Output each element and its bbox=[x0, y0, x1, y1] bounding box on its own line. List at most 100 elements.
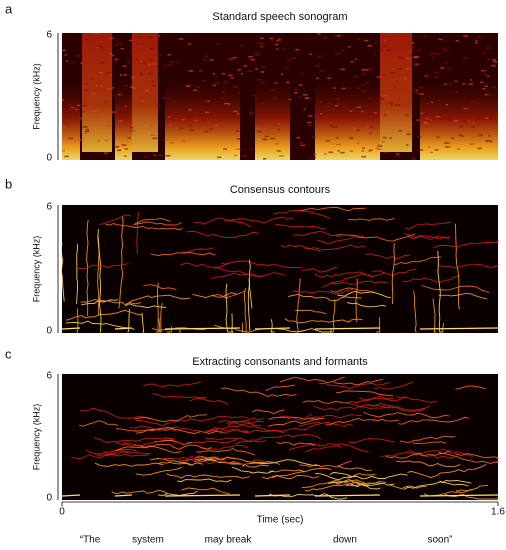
speckle bbox=[376, 148, 382, 150]
contour bbox=[272, 467, 332, 479]
contour bbox=[94, 462, 164, 467]
speckle bbox=[215, 81, 221, 84]
speckle bbox=[375, 102, 378, 104]
speckle bbox=[302, 94, 308, 96]
contour bbox=[315, 472, 357, 481]
speckle bbox=[425, 131, 430, 133]
pitch-contour bbox=[164, 494, 241, 497]
speckle bbox=[295, 48, 300, 51]
contour bbox=[432, 298, 437, 333]
contour bbox=[284, 318, 363, 324]
speckle bbox=[340, 68, 346, 71]
speckle bbox=[76, 54, 81, 57]
speckle bbox=[106, 72, 112, 74]
speckle bbox=[167, 64, 173, 66]
contour bbox=[421, 285, 490, 293]
speckle bbox=[416, 119, 420, 121]
speckle bbox=[123, 85, 128, 87]
speckle bbox=[469, 143, 475, 145]
speckle bbox=[127, 137, 131, 139]
contour bbox=[295, 309, 327, 315]
speckle bbox=[383, 39, 386, 42]
speckle bbox=[131, 76, 136, 79]
speckle bbox=[286, 81, 290, 84]
speckle bbox=[209, 59, 214, 61]
speckle bbox=[230, 77, 234, 79]
contour bbox=[192, 292, 238, 298]
speckle bbox=[140, 62, 146, 65]
speckle bbox=[235, 130, 239, 133]
speckle bbox=[470, 101, 476, 104]
speckle bbox=[333, 87, 336, 89]
speckle bbox=[357, 38, 362, 41]
contour bbox=[393, 256, 441, 266]
speckle bbox=[361, 150, 364, 152]
contour bbox=[438, 451, 499, 464]
speckle bbox=[82, 105, 87, 107]
speckle bbox=[74, 108, 78, 111]
contour bbox=[348, 218, 395, 221]
speckle bbox=[369, 136, 374, 138]
contour bbox=[231, 466, 274, 474]
speckle bbox=[147, 63, 152, 66]
speckle bbox=[418, 149, 424, 151]
speckle bbox=[81, 110, 85, 113]
speckle bbox=[242, 155, 248, 157]
speckle bbox=[84, 130, 89, 133]
speckle bbox=[114, 44, 118, 46]
contour bbox=[268, 422, 331, 432]
speckle bbox=[155, 79, 161, 81]
contour bbox=[97, 229, 102, 333]
speckle bbox=[172, 110, 176, 113]
pitch-contour bbox=[114, 327, 133, 330]
speckle bbox=[416, 64, 419, 67]
spectrogram-bg bbox=[62, 205, 498, 333]
speckle bbox=[353, 76, 359, 78]
speckle bbox=[336, 137, 339, 139]
pitch-contour bbox=[164, 327, 241, 330]
speckle bbox=[356, 129, 360, 131]
speckle bbox=[454, 91, 460, 93]
speckle bbox=[109, 52, 112, 55]
speckle bbox=[325, 139, 330, 142]
contour bbox=[211, 272, 286, 280]
contour bbox=[76, 308, 79, 333]
speckle bbox=[188, 125, 193, 127]
speckle bbox=[212, 73, 215, 75]
contour bbox=[363, 412, 450, 418]
speckle bbox=[382, 136, 387, 139]
speckle bbox=[413, 63, 418, 65]
contour bbox=[80, 299, 141, 306]
speckle bbox=[415, 89, 418, 92]
y-tick-label: 0 bbox=[46, 493, 52, 504]
speckle bbox=[411, 158, 416, 161]
speckle bbox=[188, 43, 191, 45]
speckle bbox=[323, 153, 327, 155]
speckle bbox=[201, 119, 206, 122]
contour bbox=[275, 223, 326, 230]
contour bbox=[60, 243, 65, 302]
speckle bbox=[181, 140, 186, 142]
speckle bbox=[442, 50, 446, 53]
speckle bbox=[398, 56, 403, 59]
contour bbox=[301, 267, 338, 273]
contour bbox=[348, 438, 395, 444]
speckle bbox=[106, 124, 112, 127]
speckle bbox=[259, 108, 263, 110]
panel-letter: a bbox=[5, 1, 13, 16]
speckle bbox=[461, 135, 464, 138]
speckle bbox=[395, 104, 400, 106]
contour bbox=[337, 465, 373, 472]
speckle bbox=[348, 45, 351, 48]
contour bbox=[122, 437, 175, 447]
speckle bbox=[120, 47, 124, 50]
speckle bbox=[255, 54, 260, 56]
speckle bbox=[250, 110, 253, 113]
speckle bbox=[369, 68, 373, 70]
speckle bbox=[247, 70, 253, 72]
speckle bbox=[490, 140, 493, 143]
speckle bbox=[488, 117, 493, 119]
speckle bbox=[203, 130, 209, 133]
speckle bbox=[204, 111, 210, 114]
speckle bbox=[237, 91, 240, 94]
